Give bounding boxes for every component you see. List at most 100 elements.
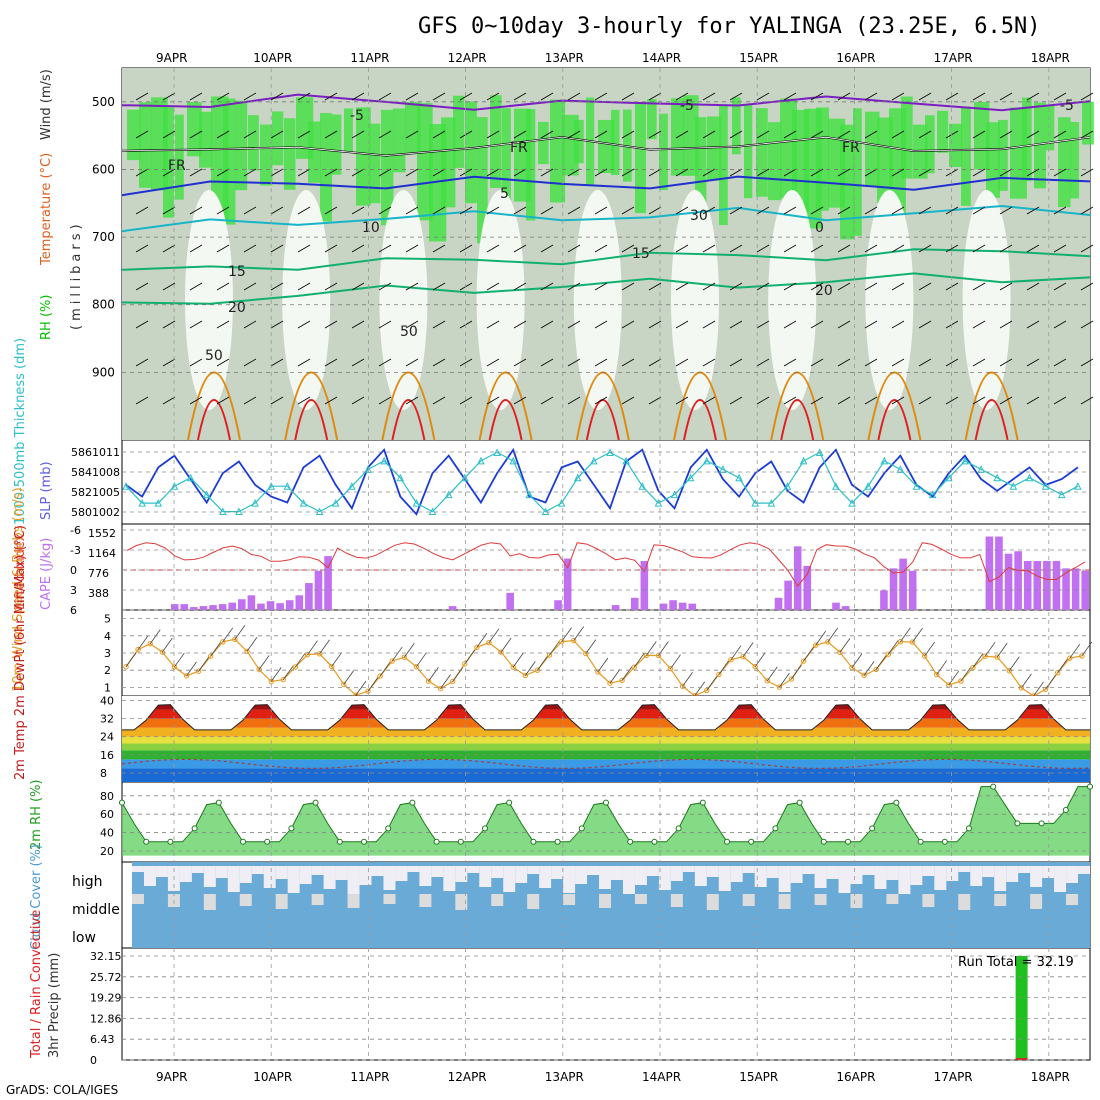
x-tick-label-bottom: 12APR bbox=[448, 1070, 487, 1084]
wind-speed-marker bbox=[510, 664, 516, 670]
wind-speed-marker bbox=[147, 641, 153, 647]
wind-speed-marker bbox=[329, 663, 335, 670]
wind-barb bbox=[891, 396, 905, 405]
wind-barb-10m bbox=[186, 661, 197, 677]
wind-barb bbox=[972, 130, 986, 139]
cape-bar bbox=[563, 558, 572, 610]
wind-barb bbox=[189, 92, 203, 101]
cloud-high-gap bbox=[515, 866, 528, 883]
rh-moist-patch bbox=[320, 113, 333, 222]
precip-panel bbox=[121, 947, 1091, 1061]
wind-speed-marker bbox=[486, 639, 492, 646]
wind-barb-10m bbox=[803, 646, 814, 662]
cloud-middle-gap bbox=[1066, 894, 1079, 905]
warm-contour bbox=[964, 371, 1019, 441]
isotherm-line bbox=[121, 175, 1091, 197]
rh-label: RH (%) bbox=[39, 295, 54, 340]
pressure-tick-label: 800 bbox=[92, 298, 115, 312]
cloud-high-gap bbox=[575, 866, 588, 884]
wind-barb-10m bbox=[887, 639, 899, 655]
wind-barb bbox=[972, 206, 986, 215]
cape-bar bbox=[257, 603, 265, 610]
wind-barb bbox=[216, 244, 230, 253]
wind-barb bbox=[432, 282, 446, 291]
wind-barb bbox=[270, 92, 284, 101]
rh-marker bbox=[385, 825, 392, 832]
thickness-marker bbox=[493, 448, 501, 456]
wind-barb bbox=[621, 92, 635, 101]
wind-barb bbox=[972, 168, 986, 177]
contour-label: 10 bbox=[362, 220, 380, 236]
wind-barb bbox=[351, 244, 365, 253]
precip-plot bbox=[1015, 956, 1028, 1060]
cloud-high-gap bbox=[383, 866, 396, 890]
wind-barb bbox=[513, 320, 527, 329]
wind-barb bbox=[675, 320, 689, 329]
wind-speed-marker bbox=[849, 664, 855, 671]
cloud-middle-gap bbox=[634, 894, 647, 904]
wind-barb-10m bbox=[863, 661, 875, 676]
wind-barb bbox=[756, 130, 770, 139]
wind-barb bbox=[621, 130, 635, 139]
wind-barb bbox=[1080, 244, 1094, 253]
rh-moist-patch bbox=[502, 108, 511, 238]
cape-bar bbox=[1071, 568, 1080, 610]
chart-title: GFS 0~10day 3-hourly for YALINGA (23.25E… bbox=[418, 14, 1041, 39]
wind-barb-10m bbox=[936, 660, 948, 675]
thickness-marker bbox=[396, 473, 405, 482]
wind-barb bbox=[432, 206, 446, 215]
wind-barb bbox=[162, 358, 176, 367]
temp-tick-label: 8 bbox=[100, 767, 107, 780]
wind-barb bbox=[405, 130, 419, 139]
wind-barb bbox=[540, 282, 554, 291]
rh-moist-patch bbox=[308, 121, 321, 183]
wind-barb bbox=[945, 130, 959, 139]
wind-barb bbox=[972, 358, 986, 367]
wind-barb bbox=[540, 396, 554, 405]
wind-speed-marker bbox=[220, 639, 226, 645]
rh-moist-patch bbox=[877, 117, 893, 203]
wind-barb-10m bbox=[270, 667, 282, 682]
temp-color-band bbox=[122, 736, 1090, 744]
rh2m-label: 2m RH (%) bbox=[29, 779, 44, 850]
wind-barb-10m bbox=[500, 637, 512, 653]
wind-barb bbox=[1053, 358, 1067, 367]
precip-total-bar bbox=[1015, 956, 1028, 1060]
cloud-high-gap bbox=[634, 866, 647, 885]
x-tick-label-bottom: 14APR bbox=[642, 1070, 681, 1084]
wind-speed-marker bbox=[208, 653, 214, 659]
wind-barb bbox=[621, 168, 635, 177]
wind-speed-marker bbox=[450, 678, 456, 685]
thickness-marker bbox=[428, 507, 437, 516]
wind-barb bbox=[972, 396, 986, 405]
wind-speed-marker bbox=[800, 658, 807, 664]
wind-barb bbox=[648, 320, 662, 329]
wind-barb bbox=[999, 244, 1013, 253]
wind-barb bbox=[189, 282, 203, 291]
wind-barb bbox=[216, 396, 230, 405]
wind-barb bbox=[1026, 130, 1040, 139]
cape-tick-label: 388 bbox=[88, 587, 109, 600]
warm-contour bbox=[478, 371, 533, 441]
warm-contour bbox=[673, 371, 727, 441]
wind-barb bbox=[648, 282, 662, 291]
thickness-marker bbox=[880, 456, 889, 465]
wind-barb-10m bbox=[367, 676, 379, 692]
cloud-middle-gap bbox=[383, 894, 396, 904]
contour-label: 15 bbox=[632, 246, 650, 262]
cape-bar bbox=[841, 606, 850, 610]
rh-marker bbox=[530, 838, 537, 845]
wind-barb bbox=[783, 282, 797, 291]
wind-barb bbox=[621, 320, 635, 329]
wind-speed-marker bbox=[522, 672, 528, 679]
slp-label: SLP (mb) bbox=[39, 461, 54, 520]
temp-color-band bbox=[122, 743, 1090, 751]
cloud-high-gap bbox=[1054, 866, 1067, 892]
wind-barb-10m bbox=[948, 670, 960, 686]
wind-barb bbox=[405, 168, 419, 177]
wind-barb bbox=[351, 130, 365, 139]
contour-label: 5 bbox=[500, 186, 509, 202]
rh-marker bbox=[917, 838, 924, 845]
thickness-marker bbox=[460, 473, 469, 482]
cape-bar bbox=[784, 580, 792, 610]
